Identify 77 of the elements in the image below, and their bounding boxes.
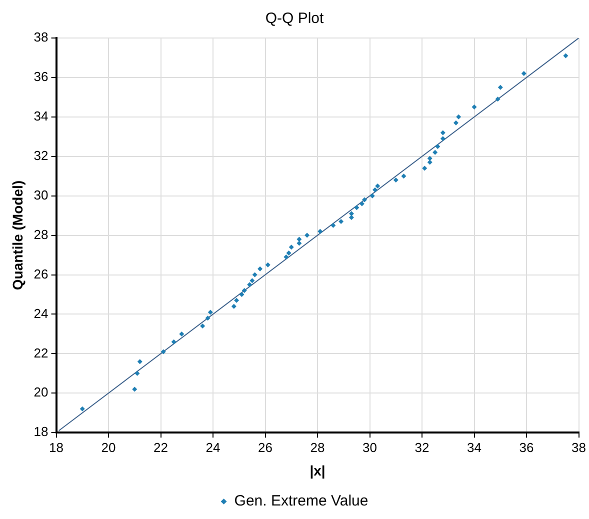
x-tick-label: 34	[467, 440, 482, 455]
x-tick-label: 36	[519, 440, 534, 455]
point	[179, 331, 184, 336]
y-tick-label: 24	[34, 306, 48, 321]
x-tick-label: 18	[49, 440, 64, 455]
legend-label: Gen. Extreme Value	[234, 492, 368, 510]
point	[472, 104, 477, 110]
x-tick-label: 38	[572, 440, 586, 455]
point	[338, 218, 344, 224]
y-tick-label: 20	[34, 384, 48, 400]
y-tick-label: 30	[34, 187, 48, 202]
point	[456, 114, 462, 120]
y-tick-label: 32	[34, 148, 48, 163]
point	[137, 359, 142, 364]
point	[362, 197, 368, 202]
y-axis-title: Quantile (Model)	[9, 180, 26, 290]
x-tick-label: 32	[414, 440, 430, 455]
point	[422, 166, 428, 171]
point	[286, 250, 292, 256]
point	[370, 193, 375, 198]
point	[171, 339, 176, 344]
y-tick-label: 26	[34, 266, 48, 282]
point	[296, 236, 302, 242]
point	[208, 310, 213, 315]
point	[375, 183, 380, 188]
point	[495, 96, 500, 102]
point	[427, 160, 432, 165]
point	[250, 278, 255, 284]
point	[132, 386, 138, 392]
y-tick-label: 36	[34, 69, 48, 84]
point	[242, 288, 247, 294]
point	[432, 150, 438, 155]
point	[205, 316, 210, 321]
x-tick-label: 24	[206, 440, 220, 455]
y-tick-label: 18	[34, 424, 48, 440]
x-tick-label: 26	[258, 440, 272, 455]
point	[234, 298, 240, 303]
point	[440, 136, 446, 142]
point	[330, 222, 336, 228]
point	[247, 282, 252, 288]
point	[296, 240, 302, 246]
point	[453, 120, 458, 126]
point	[348, 215, 354, 220]
point	[354, 205, 360, 210]
point	[252, 272, 258, 278]
x-tick-label: 20	[101, 440, 116, 455]
point	[304, 232, 310, 238]
point	[258, 266, 263, 272]
point	[440, 130, 446, 136]
point	[359, 201, 364, 206]
point	[318, 228, 323, 234]
point	[427, 156, 432, 161]
point	[134, 370, 140, 376]
point	[401, 174, 406, 179]
point	[435, 144, 440, 150]
y-tick-label: 22	[34, 345, 48, 360]
point	[393, 178, 398, 183]
x-tick-label: 28	[310, 440, 325, 455]
point	[265, 262, 270, 268]
point	[284, 254, 289, 260]
point	[288, 244, 294, 250]
x-axis-title: |x|	[310, 462, 326, 480]
x-tick-label: 22	[154, 440, 168, 455]
y-tick-label: 38	[34, 30, 48, 45]
point	[498, 84, 503, 90]
point	[521, 71, 526, 76]
chart-title: Q-Q Plot	[265, 10, 324, 28]
point	[563, 53, 568, 58]
point	[231, 304, 236, 309]
y-tick-label: 28	[34, 226, 48, 242]
x-tick-label: 30	[362, 440, 377, 455]
point	[160, 349, 166, 354]
point	[239, 292, 244, 297]
point	[80, 406, 85, 412]
point	[372, 187, 378, 192]
point	[200, 324, 206, 329]
y-tick-label: 34	[34, 108, 48, 124]
